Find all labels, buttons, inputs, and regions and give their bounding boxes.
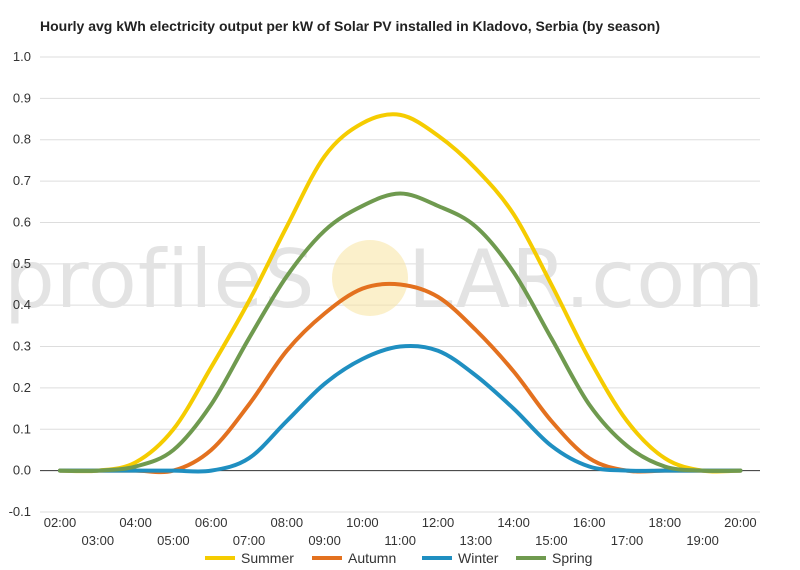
x-tick-label: 12:00 <box>422 515 455 530</box>
x-tick-label: 06:00 <box>195 515 228 530</box>
x-tick-label: 10:00 <box>346 515 379 530</box>
y-tick-label: 0.9 <box>13 90 31 105</box>
y-tick-label: 0.4 <box>13 297 31 312</box>
x-tick-label: 18:00 <box>649 515 682 530</box>
x-tick-label: 08:00 <box>271 515 304 530</box>
y-tick-label: 0.6 <box>13 214 31 229</box>
watermark-text-left: profileS <box>4 233 315 326</box>
series-line-summer <box>58 112 743 474</box>
series-lines <box>58 112 743 475</box>
x-tick-label: 03:00 <box>82 533 115 548</box>
y-tick-label: -0.1 <box>9 504 31 519</box>
series-line-spring <box>58 191 743 473</box>
watermark: profileS LAR.com <box>4 233 765 326</box>
x-tick-label: 11:00 <box>384 533 416 548</box>
x-tick-label: 19:00 <box>686 533 719 548</box>
legend: Summer Autumn Winter Spring <box>205 550 592 566</box>
x-tick-label: 04:00 <box>119 515 152 530</box>
y-tick-label: 0.0 <box>13 463 31 478</box>
chart-title: Hourly avg kWh electricity output per kW… <box>40 18 661 34</box>
x-tick-label: 07:00 <box>233 533 266 548</box>
x-tick-label: 09:00 <box>308 533 341 548</box>
y-tick-label: 0.1 <box>13 421 31 436</box>
x-tick-label: 02:00 <box>44 515 77 530</box>
watermark-sun-icon <box>332 240 408 316</box>
x-axis-ticks: 02:00 03:00 04:00 05:00 06:00 07:00 08:00 09:00… <box>44 515 757 548</box>
x-tick-label: 16:00 <box>573 515 606 530</box>
y-tick-label: 1.0 <box>13 49 31 64</box>
x-tick-label: 05:00 <box>157 533 190 548</box>
y-tick-label: 0.8 <box>13 132 31 147</box>
y-tick-label: 0.5 <box>13 256 31 271</box>
x-tick-label: 13:00 <box>460 533 493 548</box>
y-tick-label: 0.3 <box>13 339 31 354</box>
legend-label-winter: Winter <box>458 550 499 566</box>
series-line-winter <box>58 343 743 474</box>
watermark-text-right: LAR.com <box>408 233 765 326</box>
y-tick-label: 0.7 <box>13 173 31 188</box>
y-axis-ticks: 1.0 0.9 0.8 0.7 0.6 0.5 0.4 0.3 0.2 0.1 0.0 -0.1 <box>9 49 31 519</box>
legend-label-spring: Spring <box>552 550 592 566</box>
x-tick-label: 15:00 <box>535 533 568 548</box>
legend-label-summer: Summer <box>241 550 294 566</box>
x-tick-label: 20:00 <box>724 515 757 530</box>
x-tick-label: 14:00 <box>497 515 530 530</box>
y-tick-label: 0.2 <box>13 380 31 395</box>
x-tick-label: 17:00 <box>611 533 644 548</box>
legend-label-autumn: Autumn <box>348 550 396 566</box>
